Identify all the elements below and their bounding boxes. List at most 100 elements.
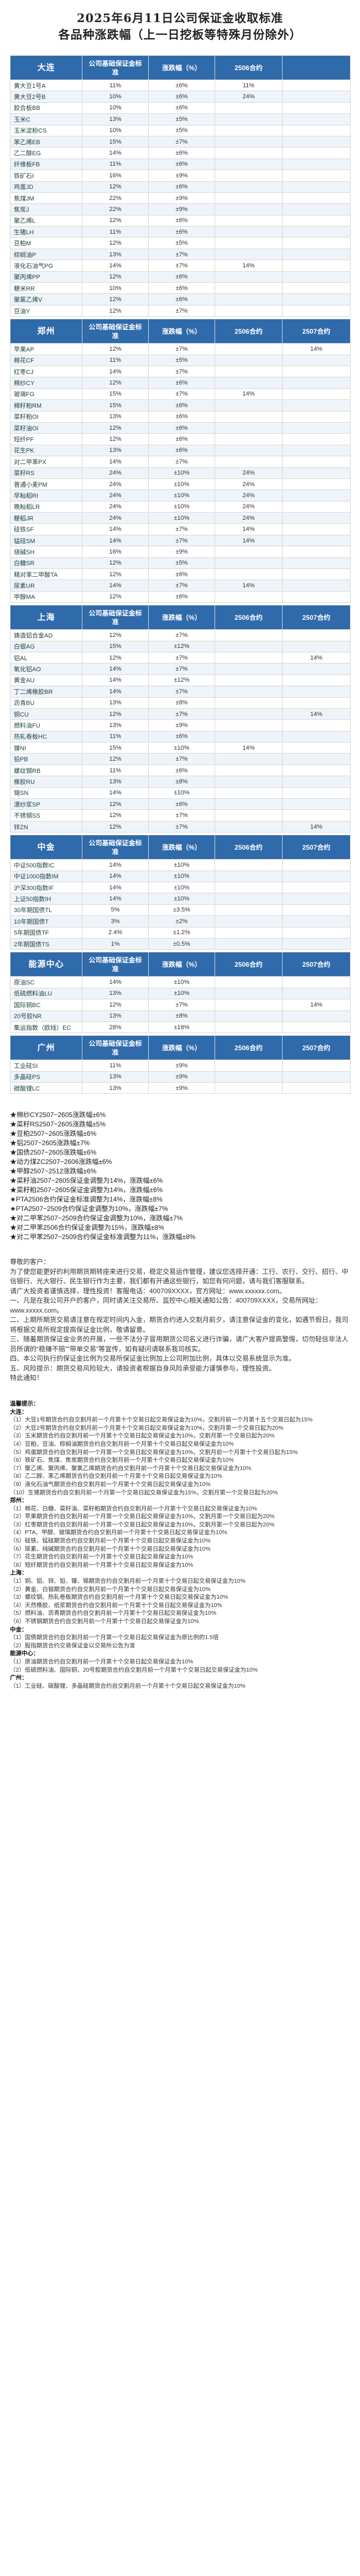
table-cell — [282, 697, 351, 709]
table-cell — [282, 192, 351, 204]
letter-paragraph: 一、凡是在我公司开户的客户，同时请关注交易所、监控中心相关通知公告：400709… — [10, 1297, 322, 1314]
table-cell: 16% — [82, 170, 149, 182]
table-cell: 14% — [82, 893, 149, 905]
table-cell: 24% — [82, 467, 149, 479]
table-cell: ±6% — [148, 226, 215, 238]
table-cell: ±10% — [148, 859, 215, 871]
table-cell — [215, 1060, 283, 1072]
table-cell: ±6% — [148, 282, 215, 294]
product-name: 中证500指数IC — [10, 859, 82, 871]
table-row: 热轧卷板HC 11% ±6% — [10, 730, 351, 743]
table-cell — [282, 1010, 351, 1022]
table-cell — [215, 904, 283, 916]
margin-table-4: 能源中心 公司基础保证金标准 涨跌幅（%） 2506合约 2507合约 原油SC 14% ±1… — [10, 952, 351, 1034]
footer-line: （8）乙二醇、苯乙烯期货合约自交割月前一个月第十个交易日起交易保证金为10% — [10, 1473, 222, 1480]
product-name: 聚丙烯PP — [10, 271, 82, 283]
table-row: 豆粕M 12% ±5% — [10, 237, 351, 249]
table-cell — [215, 135, 283, 148]
table-cell: ±8% — [148, 776, 215, 788]
footer-line: （5）鸡蛋期货合约自交割月前一个月第一个交易日起交易保证金为10%，交割月前一个… — [10, 1448, 298, 1456]
header-contract-a: 2506合约 — [215, 319, 283, 344]
header-limit: 涨跌幅（%） — [148, 605, 215, 630]
table-cell: 14% — [82, 456, 149, 468]
table-row: 棉纱CY 12% ±6% — [10, 377, 351, 389]
product-name: 焦炭J — [10, 203, 82, 215]
product-name: 中证1000指数IM — [10, 870, 82, 883]
product-name: 铁矿石I — [10, 170, 82, 182]
table-cell — [215, 893, 283, 905]
header-limit: 涨跌幅（%） — [148, 952, 215, 977]
table-cell — [282, 859, 351, 871]
header-contract-a: 2506合约 — [215, 835, 283, 860]
table-cell: ±6% — [148, 102, 215, 114]
table-cell — [282, 686, 351, 698]
table-row: 10年期国债T 3% ±2% — [10, 915, 351, 928]
table-row: 普通小麦PM 24% ±10% 24% — [10, 478, 351, 491]
table-cell: ±7% — [148, 388, 215, 401]
table-cell — [282, 147, 351, 159]
table-cell: 12% — [82, 181, 149, 193]
letter-paragraph: 三、随着期货保证金业务的开展，一些不法分子冒用期货公司名义进行诈骗，请广大客户提… — [10, 1335, 349, 1353]
table-header-row: 上海 公司基础保证金标准 涨跌幅（%） 2506合约 2507合约 — [10, 605, 351, 630]
table-cell — [215, 999, 283, 1011]
table-cell: 12% — [82, 271, 149, 283]
table-cell: 14% — [215, 534, 283, 547]
footer-line: （1）原油期货合约自交割月前一个月第十个交易日起交易保证金为10% — [10, 1658, 194, 1665]
table-cell — [215, 764, 283, 777]
table-row: 菜籽粕OI 13% ±6% — [10, 410, 351, 423]
table-cell: 14% — [82, 686, 149, 698]
footer-line: （3）玉米期货合约自交割月前一个月第十个交易日起交易保证金为10%，交割月第一个… — [10, 1432, 275, 1440]
table-row: 螺纹钢RB 11% ±6% — [10, 764, 351, 777]
table-cell — [282, 410, 351, 423]
table-row: 锰硅SM 14% ±7% 14% — [10, 534, 351, 547]
table-cell — [282, 237, 351, 249]
table-cell: 11% — [82, 730, 149, 743]
header-limit: 涨跌幅（%） — [148, 835, 215, 860]
table-row: 烧碱SH 16% ±9% — [10, 546, 351, 558]
table-cell — [215, 365, 283, 378]
product-name: 铝AL — [10, 651, 82, 664]
table-row: 沪深300指数IF 14% ±10% — [10, 881, 351, 894]
letter-paragraph: 四、本公司执行的保证金比例为交易所保证金比例加上公司附加比例，具体以交易系统显示… — [10, 1355, 296, 1363]
product-name: 玻璃FG — [10, 388, 82, 401]
table-cell — [215, 456, 283, 468]
table-row: 国际铜BC 12% ±7% 14% — [10, 999, 351, 1011]
table-cell: 16% — [82, 546, 149, 558]
table-row: 低硫燃料油LU 13% ±10% — [10, 987, 351, 1000]
product-name: 苹果AP — [10, 343, 82, 355]
product-name: 精对苯二甲酸TA — [10, 568, 82, 581]
table-row: 苯乙烯EB 15% ±7% — [10, 135, 351, 148]
table-cell — [215, 354, 283, 366]
table-cell — [282, 91, 351, 103]
product-name: 国际铜BC — [10, 999, 82, 1011]
product-name: 橡胶RU — [10, 776, 82, 788]
table-cell: ±6% — [148, 422, 215, 434]
exchange-name: 郑州 — [10, 319, 82, 344]
letter-paragraph: 为了使您能更好的利用期货期转座来进行交易，稳定交易运作管理，建议您选择开通：工行… — [10, 1267, 349, 1286]
table-header-row: 大连 公司基础保证金标准 涨跌幅（%） 2506合约 — [10, 55, 351, 80]
table-cell: ±10% — [148, 976, 215, 988]
table-row: 工业硅SI 11% ±9% — [10, 1060, 351, 1072]
table-cell — [282, 226, 351, 238]
header-contract-a: 2506合约 — [215, 952, 283, 977]
table-row: 玉米C 13% ±5% — [10, 113, 351, 125]
table-cell: 24% — [82, 501, 149, 513]
table-cell — [282, 753, 351, 765]
header-margin: 公司基础保证金标准 — [82, 835, 149, 860]
table-cell: ±10% — [148, 881, 215, 894]
customer-letter: 尊敬的客户： 为了使您能更好的利用期货期转座来进行交易，稳定交易运作管理，建议您选… — [10, 1257, 350, 1383]
table-cell — [282, 113, 351, 125]
table-row: 锡SN 14% ±10% — [10, 787, 351, 799]
table-row: 焦炭J 22% ±9% — [10, 203, 351, 215]
footer-line: （3）红枣期货合约自交割月前一个月第一个交易日起交易保证金为10%，交割月第一个… — [10, 1521, 275, 1528]
table-cell: 12% — [82, 304, 149, 317]
table-cell: 12% — [82, 433, 149, 445]
table-cell: 12% — [82, 753, 149, 765]
table-cell — [215, 1021, 283, 1034]
table-cell — [215, 987, 283, 1000]
table-cell: 3% — [82, 915, 149, 928]
table-row: 橡胶RU 13% ±8% — [10, 776, 351, 788]
table-cell — [282, 214, 351, 227]
table-row: 棕榈油P 13% ±7% — [10, 248, 351, 261]
table-row: 棉籽粕RM 15% ±6% — [10, 399, 351, 412]
